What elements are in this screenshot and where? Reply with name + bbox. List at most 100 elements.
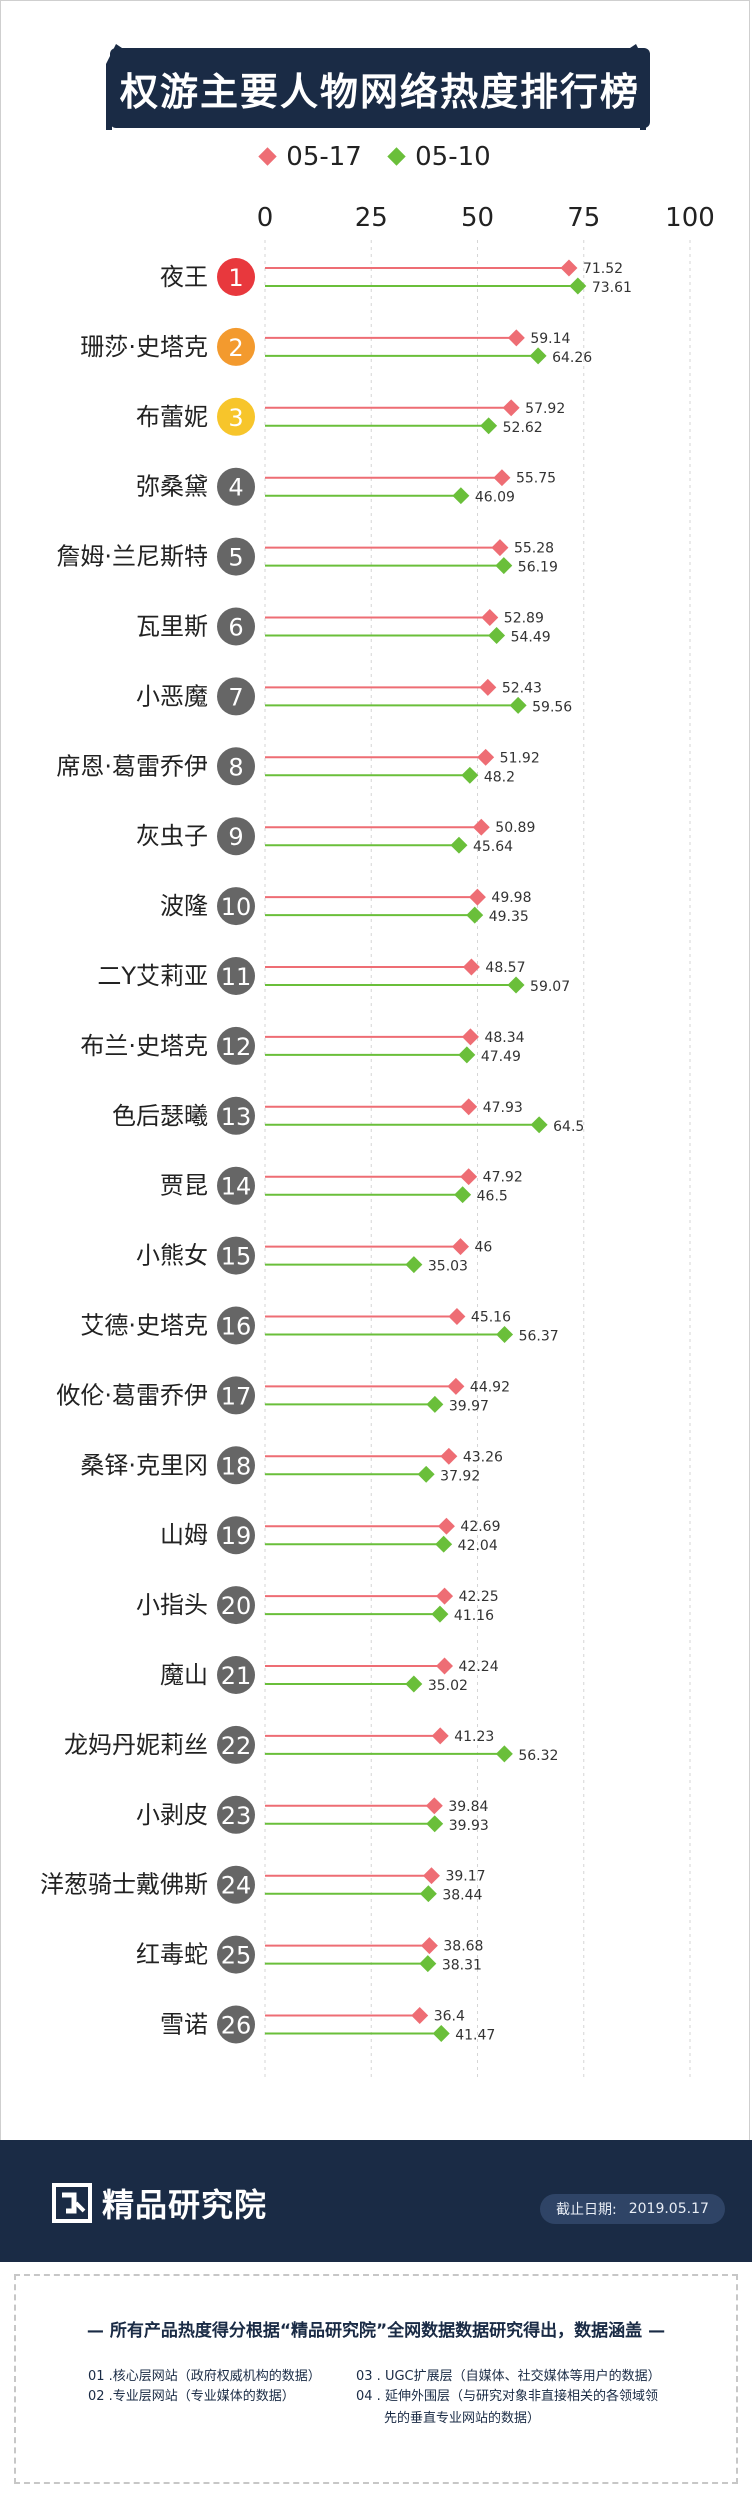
rank-badge [217,607,255,646]
series-05-17-point [472,818,490,836]
series-05-17-value-label: 46 [475,1240,493,1256]
series-05-17-point [425,1797,443,1815]
title-banner: 权游主要人物网络热度排行榜 [0,26,752,136]
cutoff-date-value: 2019.05.17 [628,2201,709,2217]
category-label: 小恶魔 [136,682,208,710]
rank-number: 3 [228,404,243,432]
brand-name: 精品研究院 [102,2186,268,2224]
category-label: 艾德·史塔克 [80,1312,208,1340]
series-05-17-point [440,1447,458,1465]
series-05-17-point [468,888,486,906]
rank-badge [217,1656,255,1694]
rank-number: 1 [228,264,243,292]
series-05-10-value-label: 47.49 [481,1049,521,1065]
rank-badge [217,957,255,995]
legend-label: 05-10 [415,141,491,172]
note-item: 04 . 延伸外围层（与研究对象非直接相关的各领域领 [356,2389,658,2404]
series-05-17-value-label: 47.92 [483,1170,523,1186]
series-05-10-value-label: 46.5 [477,1189,508,1205]
chart-legend: 05-17 05-10 [0,140,752,172]
series-05-17-point [437,1517,455,1535]
series-05-10-point [569,277,587,295]
category-label: 魔山 [160,1661,208,1689]
rank-number: 24 [221,1872,252,1900]
series-05-17-point [447,1377,465,1395]
data-source-notes: — 所有产品热度得分根据“精品研究院”全网数据数据研究得出，数据涵盖 — 01 … [14,2274,738,2484]
rank-badge [217,467,255,506]
series-05-10-value-label: 39.97 [449,1398,489,1414]
notes-heading: — 所有产品热度得分根据“精品研究院”全网数据数据研究得出，数据涵盖 — [86,2321,666,2341]
category-label: 夜王 [160,263,208,291]
rank-number: 5 [228,544,243,572]
series-05-10-point [419,1885,437,1903]
rank-number: 12 [221,1033,252,1061]
series-05-17-value-label: 41.23 [454,1729,494,1745]
rank-badge [217,1795,255,1834]
series-05-10-point [507,976,525,994]
rank-number: 14 [221,1173,252,1201]
series-05-10-value-label: 64.5 [553,1119,584,1135]
series-05-17-value-label: 52.89 [504,611,544,627]
rank-number: 2 [228,334,243,362]
category-label: 瓦里斯 [136,613,208,641]
rank-badge [217,397,255,436]
series-05-17-value-label: 48.34 [484,1030,524,1046]
rank-badge [217,817,255,856]
series-05-17-value-label: 57.92 [525,401,565,417]
series-05-17-value-label: 59.14 [530,331,570,347]
series-05-10-point [405,1675,423,1693]
legend-label: 05-17 [286,141,362,172]
series-05-10-point [461,766,479,784]
series-05-17-value-label: 55.28 [514,541,554,557]
category-label: 雪诺 [160,2011,208,2039]
series-05-10-point [419,1955,437,1973]
series-05-10-point [452,487,470,505]
rank-badge [217,1306,255,1345]
series-05-10-value-label: 41.16 [454,1608,494,1624]
cutoff-date-label: 截止日期: [556,2202,617,2218]
rank-number: 18 [221,1452,252,1480]
legend-item-series-1: 05-17 [258,141,362,172]
legend-item-series-2: 05-10 [387,141,491,172]
series-05-17-point [460,1098,478,1116]
category-label: 龙妈丹妮莉丝 [64,1731,208,1759]
rank-badge [217,1725,255,1764]
series-05-17-point [560,259,578,277]
series-05-17-point [460,1168,478,1186]
rank-badge [217,1376,255,1415]
series-05-17-point [431,1727,449,1745]
series-05-10-value-label: 37.92 [440,1468,480,1484]
series-05-10-point [466,906,484,924]
series-05-10-value-label: 49.35 [489,909,529,925]
series-05-17-value-label: 49.98 [491,890,531,906]
series-05-10-point [488,627,506,644]
rank-number: 16 [221,1313,252,1341]
rank-number: 6 [228,614,243,642]
category-label: 小剥皮 [136,1801,208,1829]
series-05-10-value-label: 52.62 [503,420,543,436]
series-05-10-point [496,1326,514,1343]
x-tick-label: 75 [567,203,600,233]
cutoff-date-badge: 截止日期: 2019.05.17 [540,2194,725,2224]
category-label: 珊莎·史塔克 [80,333,208,361]
series-05-10-value-label: 56.37 [519,1329,559,1345]
series-05-17-value-label: 45.16 [471,1310,511,1326]
x-tick-label: 25 [355,203,388,233]
rank-number: 8 [228,753,243,781]
note-item: 先的垂直专业网站的数据） [384,2411,541,2426]
series-05-17-point [436,1587,454,1605]
series-05-10-point [495,1745,513,1763]
series-05-10-value-label: 64.26 [552,350,592,366]
rank-badge [217,2005,255,2044]
series-05-10-value-label: 35.02 [428,1678,468,1694]
rank-number: 13 [221,1103,252,1131]
series-05-17-value-label: 42.24 [459,1659,499,1675]
series-05-17-point [481,609,499,626]
series-05-10-point [417,1465,435,1483]
category-label: 山姆 [160,1521,208,1549]
series-05-17-point [493,469,511,487]
series-05-17-value-label: 38.68 [443,1939,483,1955]
series-05-17-value-label: 39.17 [445,1869,485,1885]
series-05-10-point [431,1605,449,1623]
category-label: 小熊女 [136,1242,208,1270]
